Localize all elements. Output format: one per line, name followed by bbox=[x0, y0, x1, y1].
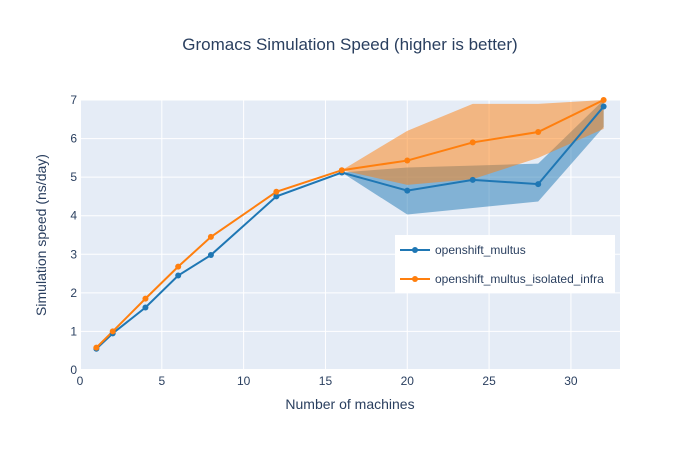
point-openshift-multus bbox=[175, 272, 182, 279]
legend-label-openshift-multus-isolated-infra: openshift_multus_isolated_infra bbox=[435, 272, 604, 286]
point-openshift-multus-isolated-infra bbox=[109, 328, 116, 335]
point-openshift-multus-isolated-infra bbox=[142, 295, 149, 302]
point-openshift-multus bbox=[469, 176, 476, 183]
point-openshift-multus-isolated-infra bbox=[207, 233, 214, 240]
point-openshift-multus bbox=[207, 252, 214, 259]
y-tick-label: 3 bbox=[70, 247, 77, 261]
x-tick-label: 30 bbox=[564, 374, 578, 388]
point-openshift-multus-isolated-infra bbox=[600, 97, 607, 103]
x-tick-label: 10 bbox=[237, 374, 251, 388]
x-tick-label: 15 bbox=[319, 374, 333, 388]
legend-box bbox=[395, 235, 615, 293]
point-openshift-multus-isolated-infra bbox=[93, 344, 100, 351]
y-tick-label: 0 bbox=[70, 363, 77, 377]
y-tick-label: 5 bbox=[70, 170, 77, 184]
y-tick-label: 1 bbox=[70, 324, 77, 338]
legend: openshift_multus openshift_multus_isolat… bbox=[395, 235, 615, 293]
point-openshift-multus-isolated-infra bbox=[469, 139, 476, 146]
point-openshift-multus bbox=[404, 187, 411, 194]
x-tick-label: 20 bbox=[401, 374, 415, 388]
point-openshift-multus-isolated-infra bbox=[273, 188, 280, 195]
x-axis-title: Number of machines bbox=[285, 396, 414, 412]
legend-marker-openshift-multus bbox=[412, 247, 418, 253]
y-axis-title: Simulation speed (ns/day) bbox=[33, 154, 49, 316]
y-tick-label: 2 bbox=[70, 286, 77, 300]
legend-label-openshift-multus: openshift_multus bbox=[435, 243, 526, 257]
point-openshift-multus-isolated-infra bbox=[175, 263, 182, 270]
point-openshift-multus-isolated-infra bbox=[338, 167, 345, 174]
y-tick-label: 7 bbox=[70, 93, 77, 107]
chart-title: Gromacs Simulation Speed (higher is bett… bbox=[182, 35, 517, 54]
point-openshift-multus bbox=[273, 193, 280, 200]
point-openshift-multus bbox=[535, 181, 542, 188]
x-tick-label: 0 bbox=[77, 374, 84, 388]
x-tick-label: 5 bbox=[158, 374, 165, 388]
y-tick-label: 4 bbox=[70, 209, 77, 223]
legend-marker-openshift-multus-isolated-infra bbox=[412, 276, 418, 282]
axis-ticks: 0 5 10 15 20 25 30 0 1 2 3 4 5 6 7 bbox=[70, 93, 578, 388]
point-openshift-multus bbox=[600, 103, 607, 110]
series-points bbox=[93, 97, 607, 352]
y-tick-label: 6 bbox=[70, 132, 77, 146]
band-openshift-multus-isolated-infra bbox=[96, 100, 604, 348]
point-openshift-multus-isolated-infra bbox=[404, 157, 411, 164]
point-openshift-multus bbox=[142, 304, 149, 311]
point-openshift-multus-isolated-infra bbox=[535, 129, 542, 136]
confidence-bands bbox=[96, 100, 604, 349]
x-tick-label: 25 bbox=[482, 374, 496, 388]
